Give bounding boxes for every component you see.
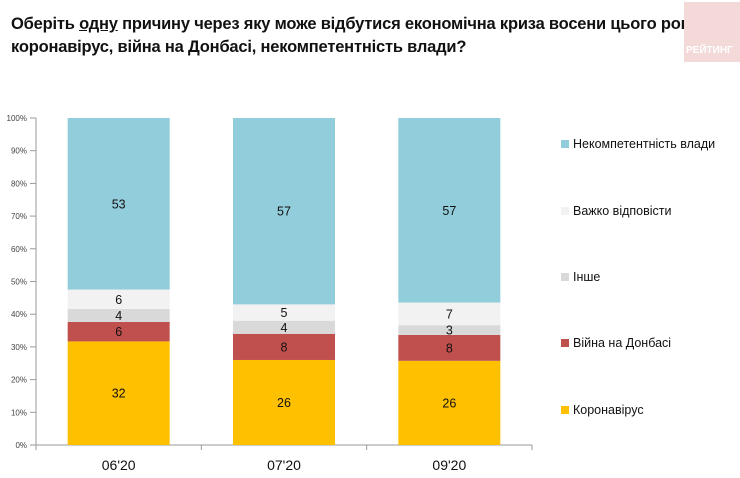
legend-swatch	[561, 207, 569, 215]
y-tick-label: 90%	[11, 147, 27, 156]
data-label: 57	[442, 204, 456, 218]
bar-segment	[398, 334, 501, 361]
y-tick-label: 30%	[11, 343, 27, 352]
data-label: 53	[112, 197, 126, 211]
data-label: 7	[446, 307, 453, 321]
bar-segment	[398, 325, 501, 335]
y-tick-label: 40%	[11, 310, 27, 319]
legend-swatch	[561, 339, 569, 347]
bar-segment	[398, 360, 501, 445]
legend-item: Війна на Донбасі	[561, 336, 671, 350]
legend-swatch	[561, 140, 569, 148]
data-label: 26	[277, 396, 291, 410]
legend-item: Інше	[561, 270, 600, 284]
y-tick-label: 60%	[11, 245, 27, 254]
title-underlined-word: одну	[79, 15, 118, 33]
y-tick-label: 10%	[11, 408, 27, 417]
bar-segment	[233, 333, 335, 360]
data-label: 3	[446, 324, 453, 338]
legend-label: Важко відповісти	[573, 204, 672, 218]
bar-segment	[67, 118, 170, 290]
bar-segment	[233, 359, 335, 445]
y-tick-label: 100%	[7, 114, 27, 123]
bar-segment	[233, 320, 335, 334]
legend-item: Важко відповісти	[561, 204, 672, 218]
y-tick-label: 70%	[11, 212, 27, 221]
legend-label: Інше	[573, 270, 601, 284]
y-tick-label: 80%	[11, 179, 27, 188]
legend-swatch	[561, 406, 569, 414]
data-label: 4	[281, 321, 288, 335]
title-line1-post: причину через яку може відбутися економі…	[117, 15, 703, 33]
data-label: 6	[115, 325, 122, 339]
bar-segment	[67, 309, 170, 322]
data-label: 26	[442, 396, 456, 410]
bar-segment	[67, 289, 170, 310]
logo-text: РЕЙТИНГ	[686, 45, 733, 56]
legend-item: Некомпетентність влади	[561, 137, 715, 151]
data-label: 8	[446, 341, 453, 355]
x-tick-label: 06'20	[102, 457, 136, 473]
title-line2: коронавірус, війна на Донбасі, некомпете…	[11, 38, 467, 56]
legend-label: Коронавірус	[573, 403, 644, 417]
data-label: 57	[277, 205, 291, 219]
data-label: 6	[115, 293, 122, 307]
rating-logo: РЕЙТИНГ	[684, 2, 740, 62]
bar-segment	[67, 341, 170, 445]
bar-segment	[398, 302, 501, 326]
bar-segment	[233, 304, 335, 321]
data-label: 4	[115, 309, 122, 323]
data-label: 8	[281, 340, 288, 354]
y-tick-label: 0%	[15, 441, 27, 450]
bar-segment	[67, 321, 170, 342]
legend-swatch	[561, 273, 569, 281]
legend-item: Коронавірус	[561, 403, 644, 417]
legend-label: Некомпетентність влади	[573, 137, 716, 151]
data-label: 5	[281, 306, 288, 320]
title-line1-pre: Оберіть	[11, 15, 80, 33]
bar-segment	[233, 118, 335, 305]
data-label: 32	[112, 387, 126, 401]
y-tick-label: 50%	[11, 278, 27, 287]
chart-title: Оберіть одну причину через яку може відб…	[11, 13, 703, 59]
x-tick-label: 07'20	[267, 457, 301, 473]
x-tick-label: 09'20	[432, 457, 466, 473]
legend-label: Війна на Донбасі	[573, 336, 672, 350]
y-tick-label: 20%	[11, 376, 27, 385]
bar-segment	[398, 118, 501, 303]
